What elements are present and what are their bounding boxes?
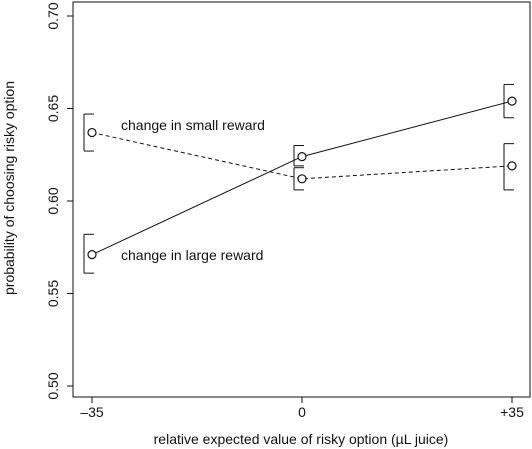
series-layer bbox=[83, 83, 517, 274]
series-line-small bbox=[91, 132, 513, 180]
annotation-small-reward: change in small reward bbox=[121, 117, 265, 133]
y-tick-label: 0.50 bbox=[45, 372, 61, 399]
y-tick-label: 0.60 bbox=[45, 187, 61, 214]
y-tick-label: 0.55 bbox=[45, 280, 61, 307]
data-point-small bbox=[87, 127, 97, 138]
x-tick-label: 0 bbox=[298, 404, 306, 420]
x-axis-label: relative expected value of risky option … bbox=[154, 431, 449, 447]
x-tick-label: –35 bbox=[80, 404, 104, 420]
y-tick-label: 0.65 bbox=[45, 95, 61, 122]
data-point-small bbox=[297, 174, 307, 184]
data-point-large bbox=[297, 152, 307, 162]
y-axis-ticks: 0.50 0.55 0.60 0.65 0.70 bbox=[45, 2, 73, 400]
y-axis-label: probability of choosing risky option bbox=[1, 81, 17, 295]
x-axis-ticks: –35 0 +35 bbox=[80, 397, 524, 420]
annotation-large-reward: change in large reward bbox=[121, 247, 263, 263]
data-point-large bbox=[507, 96, 517, 106]
plot-frame bbox=[72, 1, 531, 398]
x-tick-label: +35 bbox=[500, 404, 524, 420]
data-point-small bbox=[507, 161, 517, 171]
data-point-large bbox=[87, 250, 97, 260]
y-tick-label: 0.70 bbox=[45, 2, 61, 29]
